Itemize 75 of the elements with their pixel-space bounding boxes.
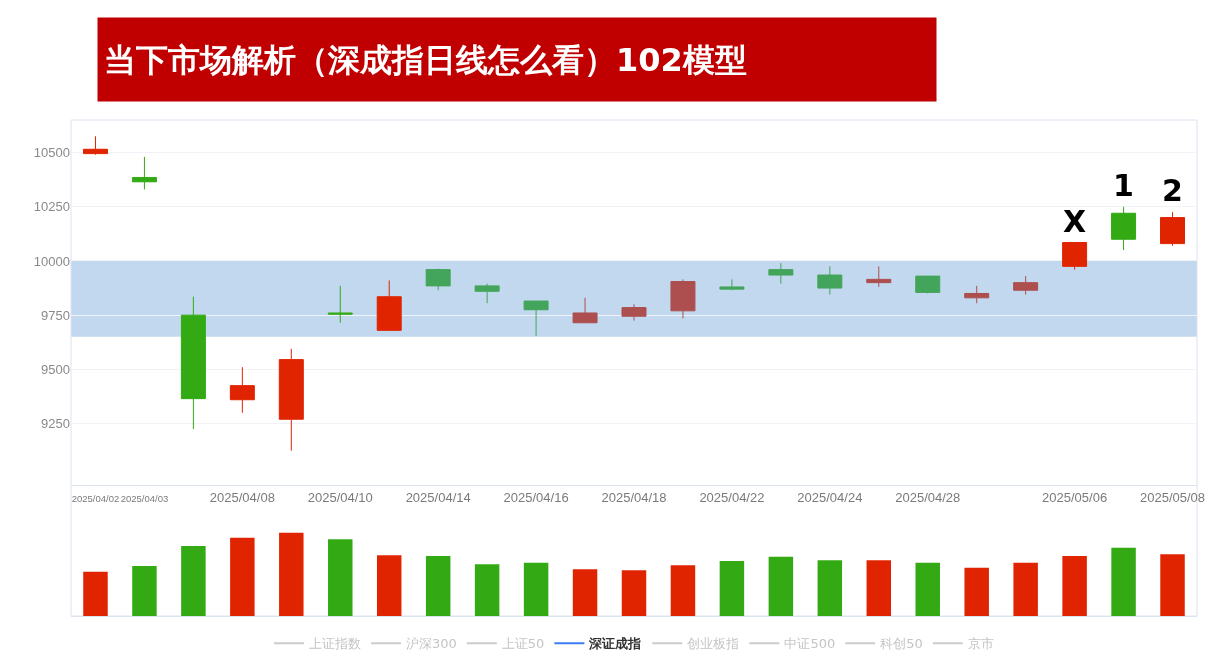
bar <box>572 569 598 616</box>
bar <box>817 560 843 616</box>
candlestick <box>866 265 892 288</box>
candlestick <box>1013 275 1039 296</box>
bar <box>425 556 451 616</box>
bar <box>719 561 745 616</box>
candlestick <box>1062 242 1088 271</box>
y-tick-label: 9750 <box>41 307 70 323</box>
candlestick <box>180 296 206 430</box>
candlestick <box>131 156 157 190</box>
candlestick <box>327 285 353 324</box>
bar <box>376 555 402 616</box>
bar <box>964 567 989 616</box>
candlestick <box>523 300 549 337</box>
bar <box>1062 556 1087 616</box>
y-tick-label: 10500 <box>33 145 70 161</box>
candlestick <box>719 278 745 291</box>
bar <box>670 565 696 616</box>
text: 1 <box>1113 168 1134 203</box>
bar <box>1111 547 1136 616</box>
bar <box>132 566 157 616</box>
y-tick-label: 9500 <box>41 361 70 377</box>
bar <box>523 562 549 616</box>
candlestick <box>82 135 108 156</box>
x-tick-label: 2025/04/24 <box>797 489 863 505</box>
x-tick-label: 2025/04/18 <box>601 489 667 505</box>
candlestick <box>964 285 990 304</box>
x-tick-label: 2025/04/22 <box>699 489 765 505</box>
y-tick-label: 10250 <box>33 199 70 215</box>
candlestick <box>229 366 255 414</box>
bar <box>83 571 108 616</box>
legend-label: 沪深300 <box>406 636 457 652</box>
bar <box>866 560 892 616</box>
candlestick <box>817 265 843 296</box>
candlestick <box>670 278 696 319</box>
legend-label: 创业板指 <box>687 636 740 652</box>
x-tick-label: 2025/04/03 <box>120 492 169 504</box>
text: X <box>1063 204 1087 239</box>
bar <box>621 570 647 616</box>
bar <box>1013 562 1038 616</box>
candlestick <box>1160 211 1186 247</box>
x-tick-label: 2025/05/08 <box>1139 489 1206 505</box>
bar <box>768 556 794 616</box>
x-tick-label: 2025/04/02 <box>71 492 120 504</box>
x-tick-label: 2025/04/16 <box>503 489 569 505</box>
bar <box>230 537 255 616</box>
candlestick <box>572 297 598 324</box>
bar <box>181 546 206 616</box>
bar <box>915 562 940 616</box>
candlestick <box>621 303 647 322</box>
y-tick-label: 9250 <box>41 416 70 432</box>
x-tick-label: 2025/05/06 <box>1042 489 1108 505</box>
candlestick <box>278 348 304 452</box>
x-tick-label: 2025/04/08 <box>209 489 275 505</box>
candlestick <box>474 283 500 304</box>
x-tick-label: 2025/04/28 <box>895 489 961 505</box>
bar <box>1160 554 1185 616</box>
x-tick-label: 2025/04/14 <box>405 489 471 505</box>
bar <box>474 564 500 616</box>
legend-label: 京市 <box>967 636 994 652</box>
legend-label: 上证指数 <box>309 636 361 652</box>
x-tick-label: 2025/04/10 <box>307 489 373 505</box>
text: 2 <box>1162 173 1183 208</box>
y-tick-label: 10000 <box>33 253 70 269</box>
bar <box>328 539 353 616</box>
bar <box>279 532 304 616</box>
legend-label: 上证50 <box>501 636 545 652</box>
chart-title: 当下市场解析（深成指日线怎么看）102模型 <box>104 40 747 79</box>
candlestick <box>768 262 794 285</box>
candlestick <box>376 279 402 331</box>
candlestick <box>1111 206 1137 251</box>
candlestick <box>425 268 451 291</box>
candlestick <box>915 275 941 294</box>
text: 深证成指 <box>588 636 642 652</box>
legend-label: 科创50 <box>880 636 923 652</box>
